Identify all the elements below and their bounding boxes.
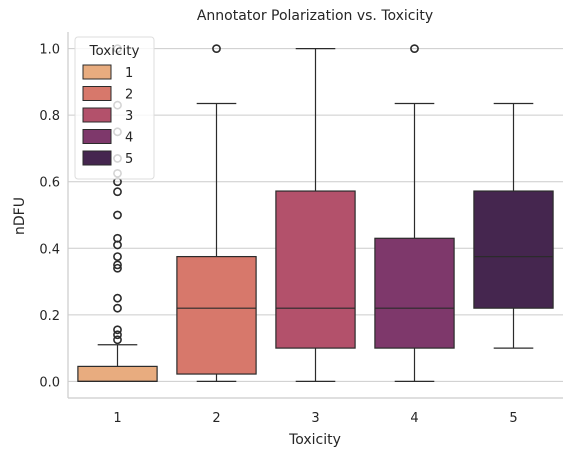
box-5 bbox=[473, 190, 554, 309]
y-tick-label: 0.8 bbox=[39, 109, 60, 124]
x-tick-label: 5 bbox=[509, 411, 517, 426]
outlier-point bbox=[113, 210, 122, 220]
outlier-point bbox=[113, 252, 122, 261]
legend-label: 5 bbox=[125, 152, 133, 167]
legend-label: 2 bbox=[125, 88, 133, 103]
box-2 bbox=[176, 255, 257, 375]
legend-swatch bbox=[82, 64, 112, 80]
x-tick-label: 3 bbox=[311, 411, 319, 426]
outlier-point bbox=[113, 330, 122, 340]
outlier-point bbox=[113, 260, 122, 270]
legend-label: 4 bbox=[125, 131, 133, 146]
outlier-point bbox=[113, 187, 122, 197]
box-1 bbox=[77, 365, 158, 382]
y-tick-label: 0.6 bbox=[39, 176, 60, 191]
outlier-point bbox=[113, 325, 122, 335]
legend-label: 3 bbox=[125, 109, 133, 124]
outlier-point bbox=[212, 44, 221, 54]
x-tick-label: 4 bbox=[410, 411, 418, 426]
legend-swatch bbox=[82, 107, 112, 123]
outlier-point bbox=[113, 233, 122, 243]
outlier-point bbox=[113, 335, 122, 345]
legend-swatch bbox=[82, 129, 112, 144]
outlier-point bbox=[113, 303, 122, 313]
legend-swatch bbox=[82, 150, 112, 166]
y-tick-label: 0.4 bbox=[39, 242, 60, 257]
y-tick-label: 0.0 bbox=[39, 375, 60, 390]
outlier-point bbox=[113, 263, 122, 273]
outlier-point bbox=[113, 293, 122, 303]
legend-swatch bbox=[82, 86, 112, 101]
legend-title: Toxicity bbox=[89, 43, 140, 59]
x-axis-label: Toxicity bbox=[288, 432, 341, 448]
box-4 bbox=[374, 237, 455, 349]
legend-label: 1 bbox=[125, 66, 133, 81]
y-axis-label: nDFU bbox=[12, 197, 28, 235]
y-tick-label: 0.2 bbox=[39, 309, 60, 324]
x-tick-label: 1 bbox=[113, 411, 121, 426]
x-tick-label: 2 bbox=[212, 411, 220, 426]
outlier-point bbox=[410, 44, 419, 54]
y-tick-label: 1.0 bbox=[39, 43, 60, 58]
box-3 bbox=[275, 190, 356, 349]
chart-title: Annotator Polarization vs. Toxicity bbox=[197, 8, 433, 24]
